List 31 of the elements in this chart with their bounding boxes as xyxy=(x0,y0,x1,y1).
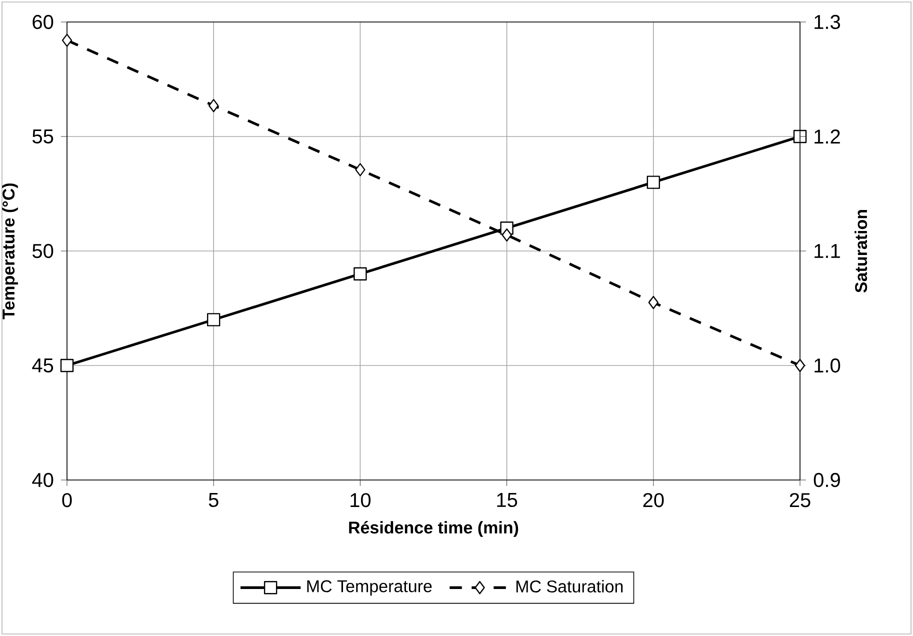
y2-tick-label: 1.2 xyxy=(814,130,840,144)
y-tick-label: 55 xyxy=(32,130,54,144)
legend-label: MC Saturation xyxy=(516,580,623,592)
x-tick-label: 15 xyxy=(497,493,518,508)
point xyxy=(62,34,72,47)
x-tick-label: 5 xyxy=(208,493,218,508)
y2-tick-label: 1.0 xyxy=(814,358,840,373)
y-tick-label: 60 xyxy=(32,14,54,30)
point xyxy=(646,176,660,189)
y-tick-label: 50 xyxy=(32,244,54,258)
point xyxy=(648,296,659,310)
point xyxy=(354,267,367,280)
point xyxy=(355,163,366,176)
y2-tick-label: 1.3 xyxy=(814,14,840,30)
y2-tick-label: 1.1 xyxy=(814,244,840,258)
y-axis-title: Temperature (°C) xyxy=(2,183,18,320)
legend-label: MC Temperature xyxy=(307,580,432,596)
point xyxy=(207,313,220,326)
point xyxy=(502,228,512,242)
x-tick-label: 10 xyxy=(350,493,371,508)
y-tick-label: 40 xyxy=(32,472,54,488)
x-tick-label: 0 xyxy=(62,493,72,508)
x-tick-label: 20 xyxy=(643,493,664,508)
point xyxy=(60,358,74,372)
point xyxy=(794,358,806,372)
y2-axis-title: Saturation xyxy=(854,210,868,293)
x-tick-label: 25 xyxy=(790,493,810,508)
y2-tick-label: 0.9 xyxy=(814,472,840,488)
x-axis-title: Résidence time (min) xyxy=(349,520,518,537)
y-tick-label: 45 xyxy=(32,358,54,372)
point xyxy=(208,98,219,112)
